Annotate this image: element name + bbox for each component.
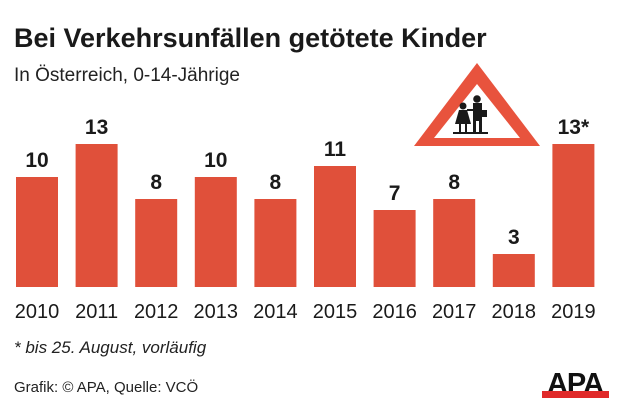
data-label-2011: 13 [85, 116, 108, 139]
bar-2010 [16, 177, 58, 287]
x-tick-2018: 2018 [492, 301, 537, 323]
bar-2013 [194, 177, 237, 287]
bar-2016 [373, 210, 416, 287]
bar-2011 [75, 144, 118, 287]
data-label-2017: 8 [448, 171, 460, 194]
data-label-2015: 11 [324, 138, 347, 161]
data-label-2014: 8 [270, 171, 282, 194]
x-tick-2014: 2014 [253, 301, 298, 323]
school-children-warning-sign-icon [414, 63, 540, 146]
x-tick-2011: 2011 [75, 301, 118, 323]
bar-2012 [135, 199, 178, 287]
chart-subtitle: In Österreich, 0-14-Jährige [14, 65, 240, 86]
apa-logo: APA [542, 368, 609, 400]
x-tick-2017: 2017 [432, 301, 477, 323]
x-tick-2015: 2015 [313, 301, 358, 323]
bar-2018 [492, 254, 535, 287]
data-label-2013: 10 [204, 149, 227, 172]
chart-title: Bei Verkehrsunfällen getötete Kinder [14, 23, 487, 53]
footnote: * bis 25. August, vorläufig [14, 338, 207, 357]
x-tick-2010: 2010 [15, 301, 60, 323]
x-tick-2013: 2013 [194, 301, 239, 323]
bar-2017 [433, 199, 476, 287]
data-label-2010: 10 [25, 149, 48, 172]
data-label-2019: 13* [558, 116, 590, 139]
data-label-2012: 8 [150, 171, 162, 194]
bar-2014 [254, 199, 297, 287]
data-label-2018: 3 [508, 226, 520, 249]
bar-2019 [552, 144, 595, 287]
bar-2015 [314, 166, 356, 287]
x-tick-2012: 2012 [134, 301, 179, 323]
source-credit: Grafik: © APA, Quelle: VCÖ [14, 378, 198, 396]
x-tick-2016: 2016 [372, 301, 417, 323]
x-tick-2019: 2019 [551, 301, 596, 323]
bars: 10 2010 13 2011 8 2012 10 2013 8 2014 11 2015 7 2016 8… [15, 116, 596, 323]
data-label-2016: 7 [389, 182, 401, 205]
